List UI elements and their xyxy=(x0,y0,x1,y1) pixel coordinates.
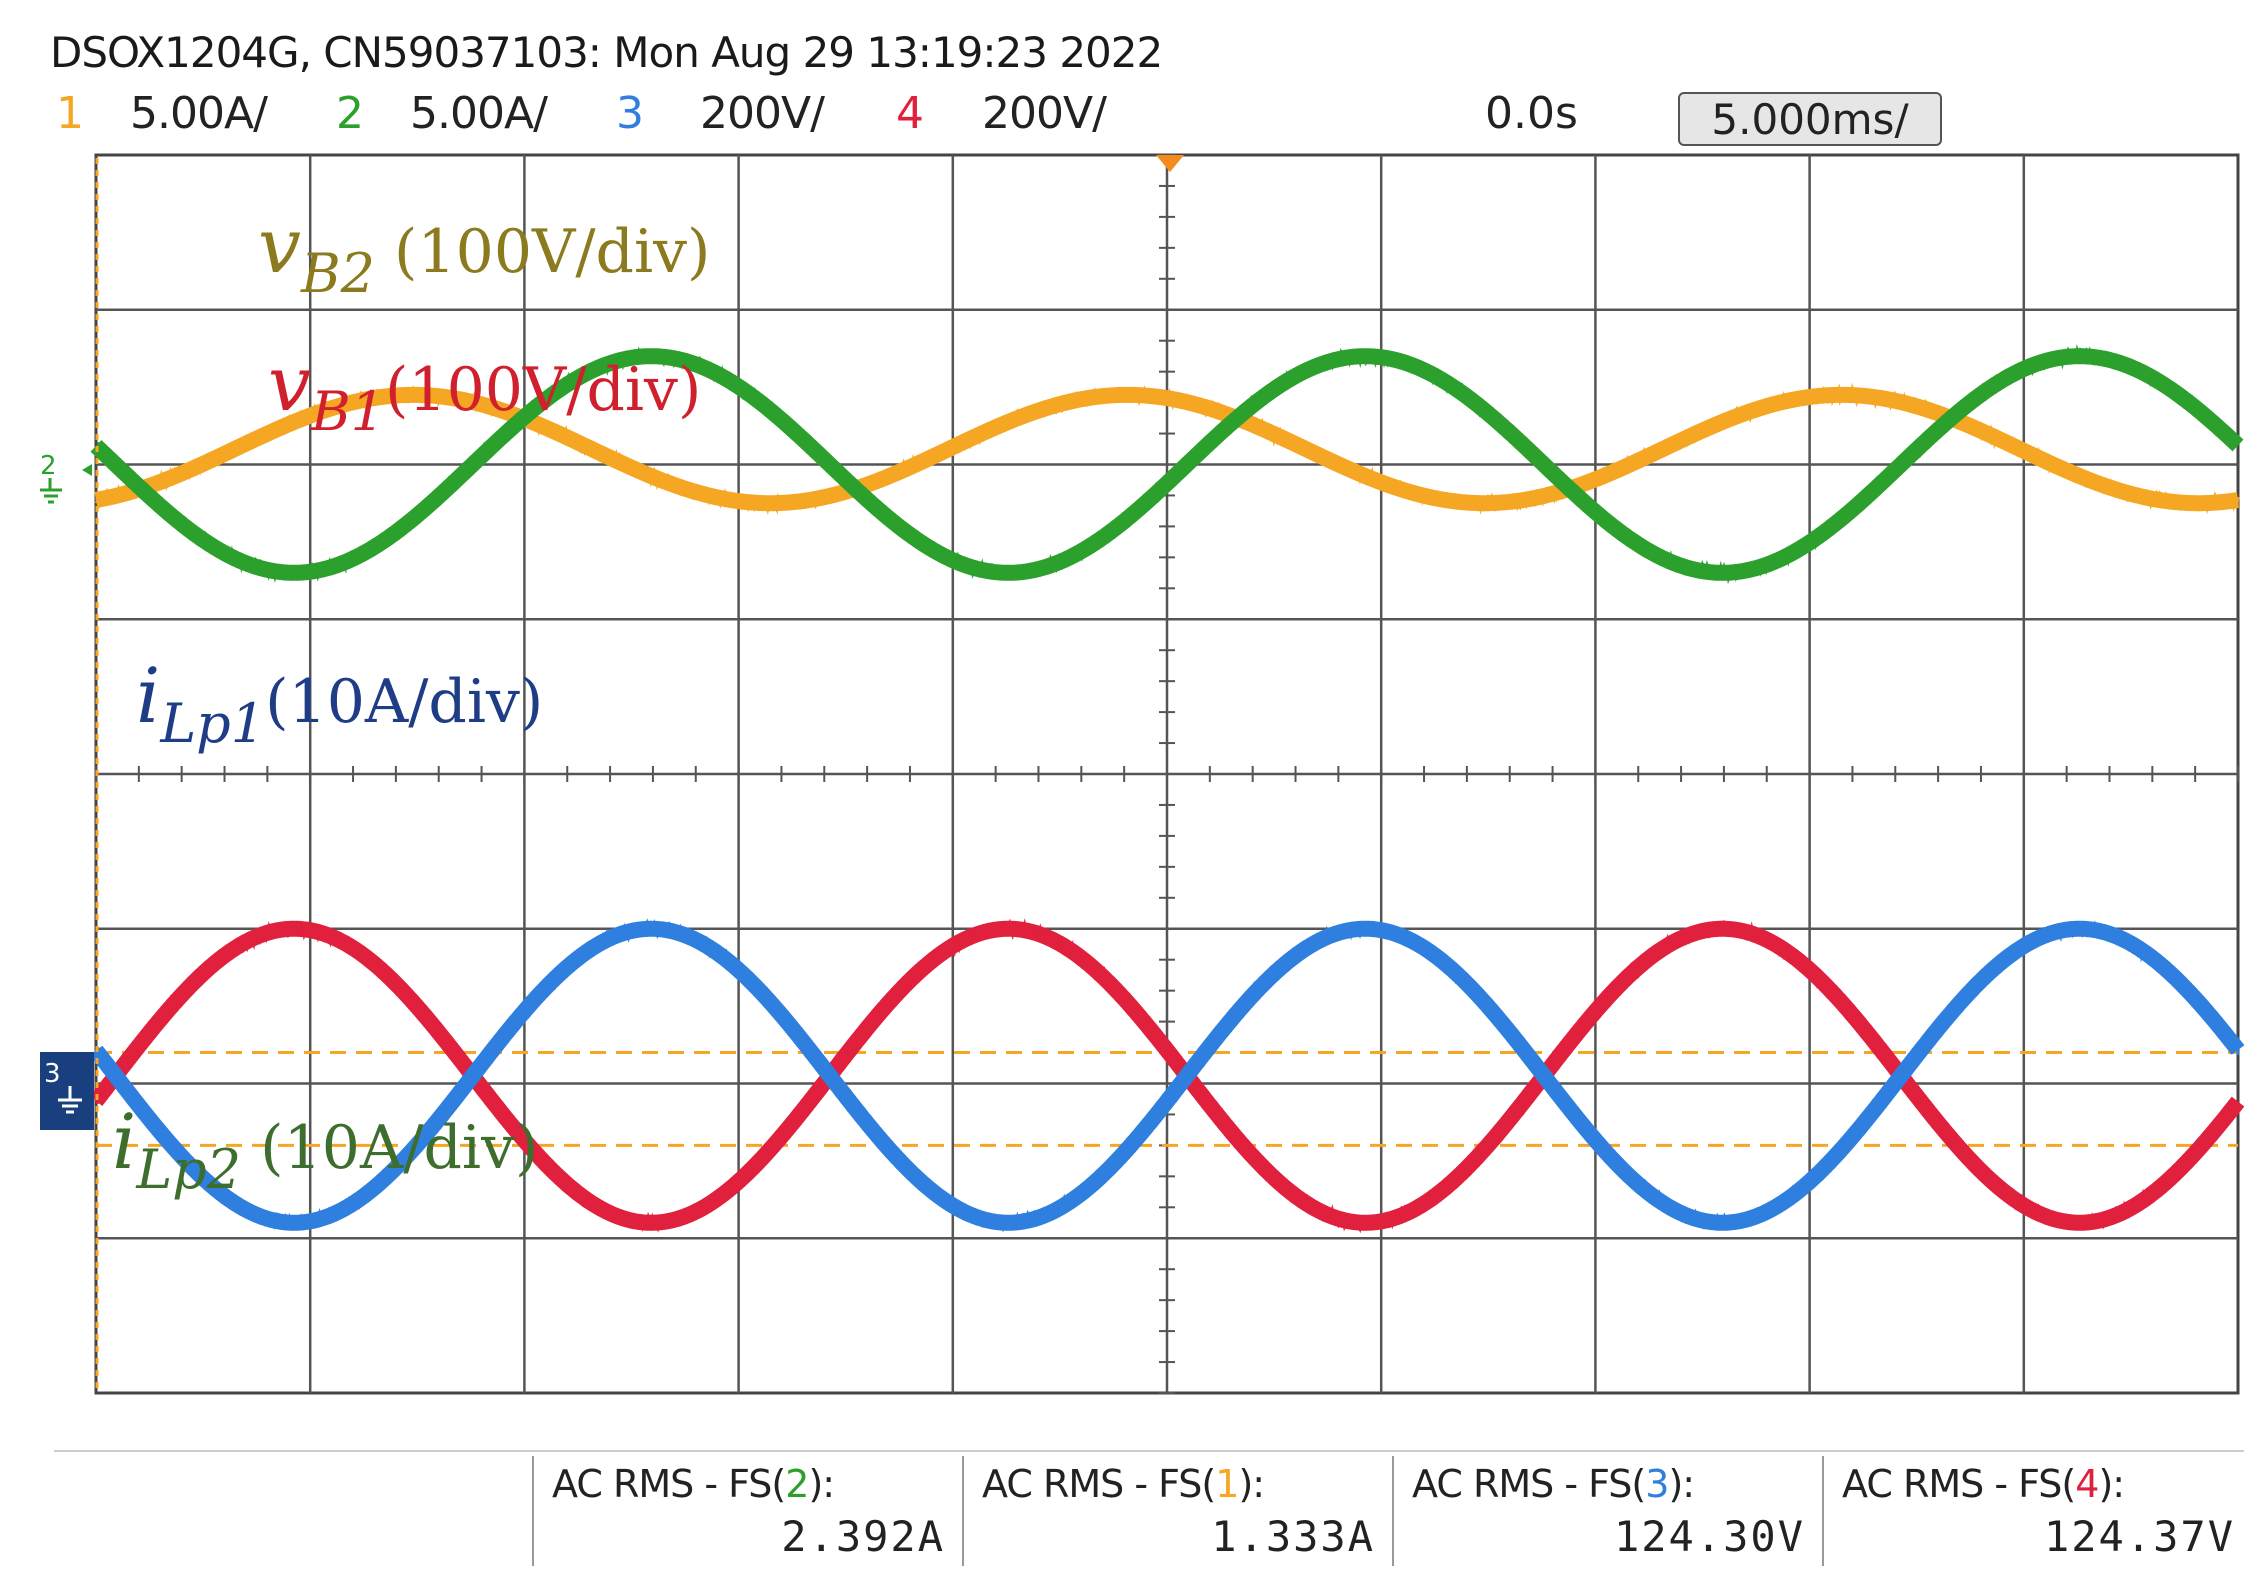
annotation-ilp2: iLp2 (10A/div) xyxy=(112,1097,538,1201)
annotation-scale: (10A/div) xyxy=(265,667,543,737)
measurement-label-text: AC RMS - FS( xyxy=(1842,1462,2076,1506)
trace-noise-ch4 xyxy=(94,918,2240,1234)
measurement-divider xyxy=(54,1450,2244,1452)
measurement-label: AC RMS - FS(3): xyxy=(1412,1462,1695,1506)
measurement-value: 124.30V xyxy=(1613,1512,1805,1561)
annotation-scale: (100V/div) xyxy=(375,217,710,287)
annotation-ilp1: iLp1(10A/div) xyxy=(136,651,543,755)
channel-2-number[interactable]: 2 xyxy=(336,88,364,139)
annotation-subscript: Lp2 xyxy=(135,1138,241,1201)
measurement-3[interactable]: AC RMS - FS(3): 124.30V xyxy=(1392,1456,1819,1566)
measurement-channel: 1 xyxy=(1215,1462,1239,1506)
trigger-position-marker xyxy=(1156,155,1184,172)
measurement-value: 124.37V xyxy=(2043,1512,2235,1561)
time-scale-box[interactable]: 5.000ms/ xyxy=(1678,92,1942,146)
annotation-symbol: v xyxy=(268,339,311,428)
measurement-channel: 3 xyxy=(1645,1462,1669,1506)
measurement-label: AC RMS - FS(1): xyxy=(982,1462,1265,1506)
measurement-label: AC RMS - FS(2): xyxy=(552,1462,835,1506)
annotation-subscript: B2 xyxy=(300,242,375,305)
channel-4-scale[interactable]: 200V/ xyxy=(982,88,1107,139)
time-scale-value: 5.000ms/ xyxy=(1711,94,1909,144)
svg-text:2: 2 xyxy=(40,451,57,481)
measurement-label-end: ): xyxy=(2098,1462,2125,1506)
trace-group xyxy=(89,343,2245,1234)
measurement-2[interactable]: AC RMS - FS(1): 1.333A xyxy=(962,1456,1389,1566)
trace-noise-ch1 xyxy=(94,382,2240,515)
channel-2-ground-marker: 2 xyxy=(40,451,92,504)
channel-4-number[interactable]: 4 xyxy=(896,88,924,139)
annotation-vb2: vB2 (100V/div) xyxy=(258,201,710,305)
measurement-value: 2.392A xyxy=(781,1512,945,1561)
scope-title: DSOX1204G, CN59037103: Mon Aug 29 13:19:… xyxy=(50,28,1163,77)
measurement-label-text: AC RMS - FS( xyxy=(1412,1462,1646,1506)
channel-1-number[interactable]: 1 xyxy=(56,88,84,139)
annotation-symbol: v xyxy=(258,201,301,290)
measurement-label-end: ): xyxy=(808,1462,835,1506)
measurement-label-end: ): xyxy=(1238,1462,1265,1506)
annotation-subscript: Lp1 xyxy=(159,692,265,755)
annotation-symbol: i xyxy=(112,1097,136,1186)
annotation-scale: (100V/div) xyxy=(385,355,701,425)
svg-text:3: 3 xyxy=(44,1059,61,1089)
time-position[interactable]: 0.0s xyxy=(1485,88,1578,139)
annotation-scale: (10A/div) xyxy=(241,1113,538,1183)
annotation-subscript: B1 xyxy=(310,380,385,443)
channel-3-scale[interactable]: 200V/ xyxy=(700,88,825,139)
channel-1-scale[interactable]: 5.00A/ xyxy=(130,88,268,139)
trace-annotations: vB2 (100V/div)vB1(100V/div)iLp1(10A/div)… xyxy=(112,201,710,1201)
measurement-label: AC RMS - FS(4): xyxy=(1842,1462,2125,1506)
measurement-1[interactable]: AC RMS - FS(2): 2.392A xyxy=(532,1456,959,1566)
measurement-label-end: ): xyxy=(1668,1462,1695,1506)
measurement-channel: 2 xyxy=(785,1462,809,1506)
channel-3-number[interactable]: 3 xyxy=(616,88,644,139)
measurement-label-text: AC RMS - FS( xyxy=(982,1462,1216,1506)
measurement-label-text: AC RMS - FS( xyxy=(552,1462,786,1506)
trace-noise-ch3 xyxy=(94,918,2240,1233)
measurement-4[interactable]: AC RMS - FS(4): 124.37V xyxy=(1822,1456,2249,1566)
channel-3-ground-marker: 3 xyxy=(40,1052,94,1130)
measurement-value: 1.333A xyxy=(1211,1512,1375,1561)
channel-2-scale[interactable]: 5.00A/ xyxy=(410,88,548,139)
measurement-channel: 4 xyxy=(2075,1462,2099,1506)
trace-noise-ch2 xyxy=(94,343,2240,585)
annotation-symbol: i xyxy=(136,651,160,740)
annotation-vb1: vB1(100V/div) xyxy=(268,339,701,443)
